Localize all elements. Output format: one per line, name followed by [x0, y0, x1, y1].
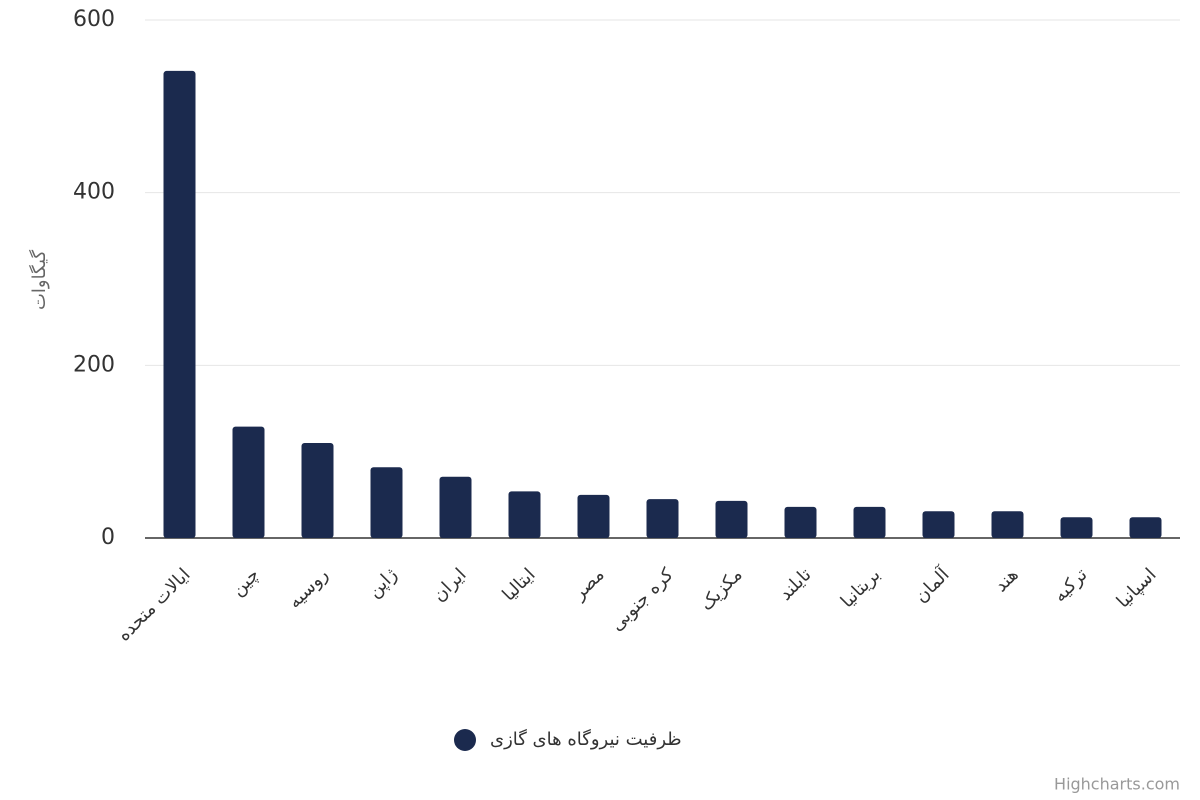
bar	[784, 506, 817, 538]
bar	[922, 511, 955, 538]
x-tick-label: هند	[990, 564, 1022, 596]
x-tick-label: کره جنوبی	[606, 564, 677, 635]
bar	[646, 499, 679, 538]
x-tick-label: آلمان	[909, 562, 954, 607]
legend-symbol	[454, 729, 476, 751]
x-tick-label: ژاپن	[364, 564, 402, 602]
x-tick-label: اسپانیا	[1113, 564, 1161, 612]
x-tick-label: ایتالیا	[498, 564, 539, 605]
x-tick-label: ایالات متحده	[113, 564, 194, 645]
bar	[577, 494, 610, 538]
bar	[1060, 517, 1093, 538]
bar	[301, 443, 334, 538]
x-tick-label: تایلند	[775, 564, 816, 605]
bar	[370, 467, 403, 538]
x-tick-label: روسیه	[284, 564, 332, 612]
bar	[163, 70, 196, 538]
x-tick-label: مصر	[568, 564, 608, 604]
y-tick-label: 400	[73, 180, 115, 205]
x-tick-label: بریتانیا	[837, 564, 885, 612]
bar	[715, 500, 748, 538]
x-tick-label: ترکیه	[1049, 564, 1091, 606]
bar	[439, 476, 472, 538]
bar	[232, 426, 265, 538]
credits[interactable]: Highcharts.com	[1054, 775, 1180, 794]
y-axis-title: گیگاوات	[28, 250, 50, 310]
x-tick-label: مکزیک	[696, 564, 747, 615]
y-tick-label: 600	[73, 7, 115, 32]
bar	[991, 511, 1024, 538]
bar	[508, 491, 541, 538]
bar	[1129, 517, 1162, 538]
y-tick-label: 0	[101, 525, 115, 550]
x-tick-label: چین	[227, 564, 263, 600]
legend-label[interactable]: ظرفیت نیروگاه های گازی	[490, 728, 682, 750]
x-tick-label: ایران	[429, 564, 471, 606]
y-tick-label: 200	[73, 352, 115, 377]
bar	[853, 506, 886, 538]
